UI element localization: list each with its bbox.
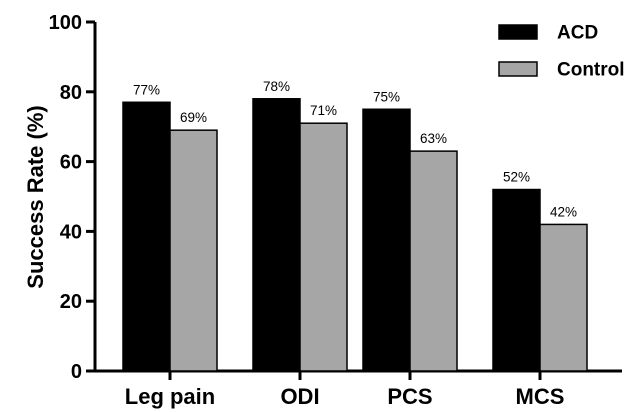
bar-control-pcs	[409, 150, 458, 372]
data-label: 63%	[420, 131, 447, 146]
data-label: 52%	[503, 170, 530, 185]
y-tick-label: 20	[60, 291, 82, 313]
x-tick-label: Leg pain	[125, 384, 215, 409]
legend-label: Control	[557, 60, 625, 81]
y-tick-label: 100	[49, 12, 82, 34]
data-label: 69%	[180, 110, 207, 125]
y-tick-label: 40	[60, 221, 82, 243]
x-tick-label: ODI	[280, 384, 319, 409]
data-label: 78%	[263, 79, 290, 94]
y-tick-label: 80	[60, 82, 82, 104]
plot-area: 0 20 40 60 80 100 77% 69% Leg pain 78% 71% ODI 75% 63…	[49, 12, 625, 409]
x-tick-label: PCS	[387, 384, 432, 409]
bar-acd-pcs	[362, 108, 411, 372]
bar-acd-mcs	[492, 188, 541, 372]
bar-control-mcs	[539, 223, 588, 372]
data-label: 75%	[373, 89, 400, 104]
legend-swatch	[498, 61, 538, 77]
legend-label: ACD	[557, 23, 598, 44]
data-label: 77%	[133, 82, 160, 97]
legend-swatch	[498, 24, 538, 40]
bar-control-leg-pain	[169, 129, 218, 372]
y-tick-label: 0	[71, 361, 82, 383]
x-tick-label: MCS	[516, 384, 565, 409]
data-label: 42%	[550, 204, 577, 219]
y-tick-label: 60	[60, 152, 82, 174]
bar-acd-leg-pain	[122, 101, 171, 372]
data-label: 71%	[310, 103, 337, 118]
y-axis-title: Success Rate (%)	[23, 105, 48, 288]
bar-acd-odi	[252, 98, 301, 372]
bar-control-odi	[299, 122, 348, 372]
